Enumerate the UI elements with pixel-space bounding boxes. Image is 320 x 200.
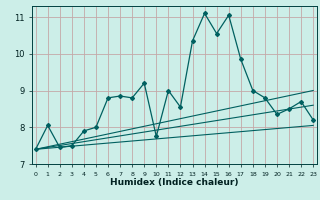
X-axis label: Humidex (Indice chaleur): Humidex (Indice chaleur) [110, 178, 239, 187]
